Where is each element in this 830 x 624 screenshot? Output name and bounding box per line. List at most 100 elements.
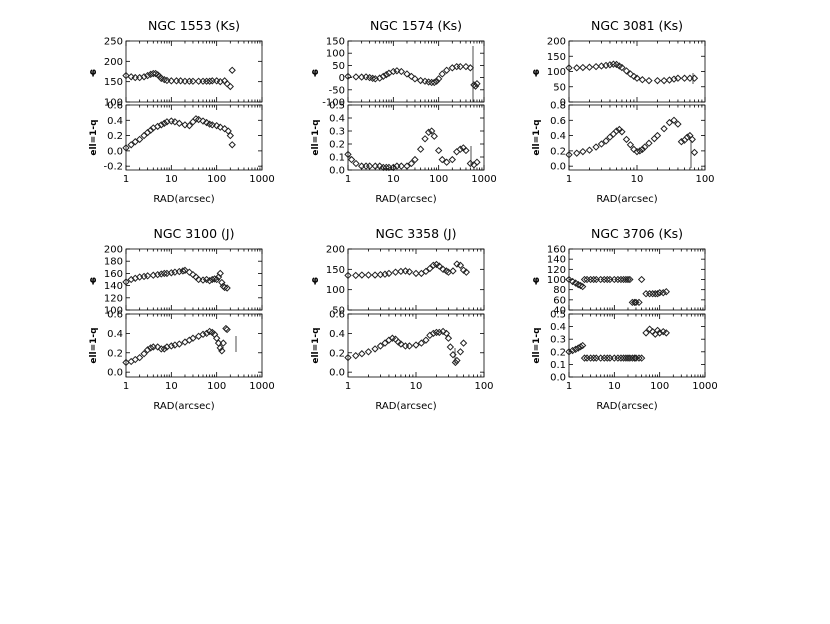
data-point [352,351,360,360]
y-tick-label: 0 [560,98,566,109]
panel-title: NGC 3100 (J) [154,226,235,241]
data-point [630,298,639,307]
y-tick-label: 120 [104,293,123,304]
data-point [585,146,594,154]
data-point [407,159,416,168]
data-point [405,268,414,276]
data-point [568,277,577,286]
data-point [448,155,456,164]
data-point [622,275,630,284]
y-tick-label: 0.4 [329,114,345,125]
data-point [659,327,667,336]
plot-frame [568,313,706,378]
y-tick-label: 250 [104,37,123,48]
data-point [411,75,419,83]
x-tick-label: 1 [566,381,572,392]
data-point [218,278,226,287]
y-tick-label: 0.2 [107,348,123,359]
data-point [358,350,366,358]
data-point [427,127,436,135]
panel-title: NGC 3358 (J) [376,226,457,241]
data-point [630,354,639,362]
plot-frame [125,104,263,171]
x-tick-label: 100 [650,381,669,392]
data-point [143,346,152,354]
data-point [473,158,481,166]
ell-subplot: 0.0 0.2 0.4 0.6 ell=1-q [311,310,485,379]
y-tick-label: 60 [553,295,566,306]
data-point [592,354,600,362]
data-point [394,338,403,346]
y-tick-label: 0.6 [107,101,123,112]
data-point [371,271,379,279]
data-point [397,67,405,76]
data-point [405,342,414,350]
y-axis-label: ell=1-q [532,119,542,155]
data-point [674,120,682,128]
y-tick-label: 50 [553,82,566,93]
data-point [122,278,130,286]
data-point [397,162,405,170]
data-point [208,328,216,337]
data-point [226,131,234,140]
data-point [638,145,647,154]
x-tick-label: 1000 [471,174,496,185]
data-point [648,327,657,336]
y-tick-label: 0.0 [107,368,123,379]
data-point [653,76,662,85]
x-tick-label: 100 [695,174,714,185]
y-tick-label: 100 [326,49,345,60]
data-point [149,343,157,351]
data-point [426,264,434,273]
y-tick-label: 0.6 [550,116,566,127]
data-point [122,358,130,367]
x-tick-label: 1000 [249,174,274,185]
y-tick-label: 0.3 [329,127,345,138]
y-tick-label: 0.6 [329,310,345,321]
plot-frame [125,248,263,311]
data-point [143,272,152,280]
data-point [442,66,451,74]
phi-subplot: 100 150 200 250 φ [89,37,263,109]
y-tick-label: 100 [104,98,123,109]
y-axis-label: ell=1-q [311,119,321,155]
data-point [606,354,614,362]
panel-title: NGC 3706 (Ks) [591,226,683,241]
y-tick-label: 0.1 [329,153,345,164]
data-point [432,260,441,269]
data-point [352,73,360,81]
y-tick-label: 0.2 [550,146,566,157]
x-tick-label: 1 [123,381,129,392]
data-point [143,71,152,80]
data-point [175,119,183,128]
data-point [442,158,451,166]
data-point [205,277,214,285]
y-tick-label: -0.2 [103,162,123,173]
data-point [453,260,461,268]
data-point [659,289,667,297]
ell-subplot: 0.0 0.2 0.4 0.6 0.8 ell=1-q [532,101,706,173]
data-point [637,354,646,362]
data-point [364,271,373,279]
data-point [202,275,211,284]
data-point [462,146,470,155]
data-point [376,270,385,279]
x-tick-label: 1000 [692,381,717,392]
data-point [365,162,374,170]
data-point [434,146,443,155]
y-tick-label: 100 [326,285,345,296]
x-tick-label: 100 [429,174,448,185]
y-axis-label: φ [532,68,539,78]
data-point [578,282,587,291]
data-point [653,326,662,335]
y-tick-label: 140 [547,255,566,266]
data-point [662,329,670,337]
data-point [219,339,227,347]
data-point [686,74,694,82]
data-point [135,353,144,362]
data-point [381,339,389,347]
data-point [597,62,606,70]
y-axis-label: φ [89,68,96,78]
y-tick-label: 200 [104,57,123,68]
